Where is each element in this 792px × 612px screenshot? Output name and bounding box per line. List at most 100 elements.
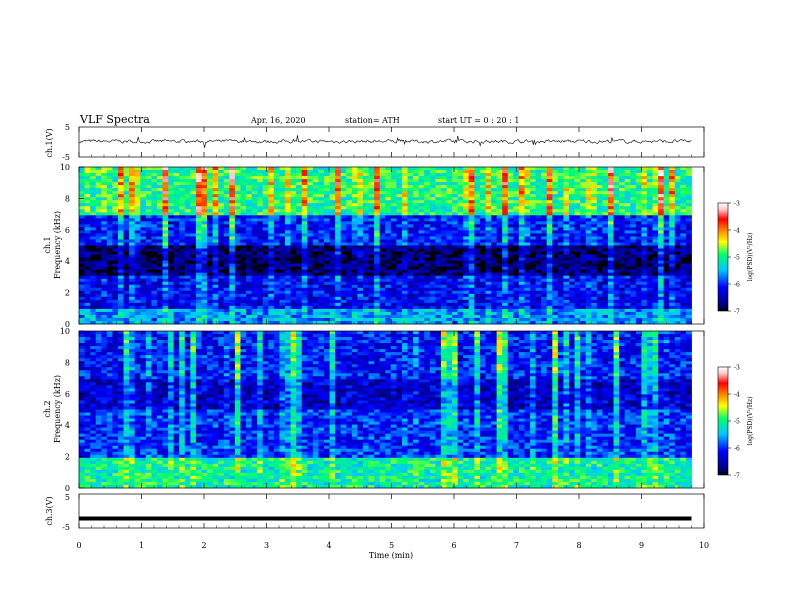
spectrogram-cell	[468, 248, 475, 252]
spectrogram-cell	[396, 278, 403, 283]
spectrogram-cell	[240, 284, 247, 289]
spectrogram-cell	[145, 182, 152, 186]
spectrogram-cell	[84, 275, 91, 280]
spectrogram-cell	[301, 215, 308, 219]
spectrogram-cell	[240, 275, 247, 280]
spectrogram-cell	[535, 167, 542, 171]
spectrogram-cell	[641, 185, 648, 189]
spectrogram-cell	[134, 275, 141, 280]
spectrogram-cell	[613, 233, 620, 237]
spectrogram-cell	[290, 251, 297, 255]
spectrogram-cell	[301, 248, 308, 252]
spectrogram-cell	[652, 278, 659, 283]
spectrogram-cell	[379, 251, 386, 255]
spectrogram-cell	[312, 191, 319, 195]
spectrogram-cell	[379, 197, 386, 201]
spectrogram-cell	[134, 239, 141, 243]
spectrogram-cell	[223, 212, 230, 216]
spectrogram-cell	[234, 176, 241, 180]
spectrogram-cell	[396, 218, 403, 222]
spectrogram-cell	[685, 290, 692, 295]
spectrogram-cell	[262, 278, 269, 283]
spectrogram-cell	[129, 215, 136, 219]
spectrogram-cell	[591, 290, 598, 295]
spectrogram-cell	[385, 191, 392, 195]
spectrogram-cell	[173, 254, 180, 258]
spectrogram-cell	[156, 290, 163, 295]
spectrogram-cell	[596, 188, 603, 192]
spectrogram-cell	[173, 194, 180, 198]
spectrogram-cell	[602, 275, 609, 280]
spectrogram-cell	[251, 302, 258, 307]
spectrogram-cell	[279, 179, 286, 183]
spectrogram-cell	[507, 188, 514, 192]
spectrogram-cell	[652, 200, 659, 204]
spectrogram-cell	[112, 284, 119, 289]
spectrogram-cell	[156, 254, 163, 258]
spectrogram-cell	[563, 179, 570, 183]
spectrogram-cell	[246, 257, 253, 261]
spectrogram-cell	[84, 221, 91, 225]
spectrogram-cell	[101, 176, 108, 180]
spectrogram-cell	[145, 236, 152, 240]
spectrogram-cell	[680, 173, 687, 177]
spectrogram-cell	[429, 221, 436, 225]
spectrogram-cell	[641, 221, 648, 225]
spectrogram-cell	[646, 179, 653, 183]
spectrogram-cell	[379, 242, 386, 246]
spectrogram-cell	[151, 182, 158, 186]
spectrogram-cell	[207, 233, 214, 237]
spectrogram-cell	[557, 239, 564, 243]
spectrogram-cell	[407, 284, 414, 289]
spectrogram-cell	[140, 197, 147, 201]
spectrogram-cell	[474, 287, 481, 292]
spectrogram-cell	[268, 185, 275, 189]
spectrogram-cell	[596, 170, 603, 174]
spectrogram-cell	[435, 266, 442, 271]
spectrogram-cell	[207, 203, 214, 207]
spectrogram-cell	[685, 251, 692, 255]
spectrogram-cell	[123, 236, 130, 240]
spectrogram-cell	[357, 233, 364, 237]
spectrogram-cell	[168, 188, 175, 192]
spectrogram-cell	[524, 170, 531, 174]
spectrogram-cell	[335, 179, 342, 183]
spectrogram-cell	[234, 257, 241, 261]
spectrogram-cell	[273, 296, 280, 301]
spectrogram-cell	[541, 293, 548, 298]
spectrogram-cell	[156, 239, 163, 243]
spectrogram-cell	[585, 200, 592, 204]
spectrogram-cell	[362, 299, 369, 304]
spectrogram-cell	[246, 176, 253, 180]
spectrogram-cell	[374, 287, 381, 292]
spectrogram-cell	[569, 290, 575, 295]
spectrogram-cell	[591, 179, 598, 183]
spectrogram-cell	[368, 170, 375, 174]
spectrogram-cell	[418, 182, 425, 186]
spectrogram-cell	[452, 194, 459, 198]
spectrogram-cell	[357, 284, 364, 289]
spectrogram-cell	[574, 215, 581, 219]
spectrogram-cell	[346, 254, 353, 258]
spectrogram-cell	[518, 176, 525, 180]
spectrogram-cell	[407, 263, 414, 268]
spectrogram-cell	[379, 272, 386, 277]
spectrogram-cell	[201, 272, 208, 277]
spectrogram-cell	[368, 191, 375, 195]
spectrogram-cell	[112, 260, 119, 265]
spectrogram-cell	[240, 299, 247, 304]
spectrogram-cell	[479, 215, 486, 219]
spectrogram-cell	[429, 227, 436, 231]
spectrogram-cell	[201, 293, 208, 298]
spectrogram-cell	[173, 287, 180, 292]
spectrogram-cell	[468, 197, 475, 201]
spectrogram-cell	[117, 242, 124, 246]
spectrogram-cell	[546, 185, 553, 189]
spectrogram-cell	[90, 209, 97, 213]
spectrogram-cell	[535, 245, 542, 249]
spectrogram-cell	[318, 167, 325, 171]
spectrogram-cell	[591, 287, 598, 292]
spectrogram-cell	[596, 212, 603, 216]
spectrogram-cell	[101, 251, 108, 255]
spectrogram-cell	[507, 275, 514, 280]
